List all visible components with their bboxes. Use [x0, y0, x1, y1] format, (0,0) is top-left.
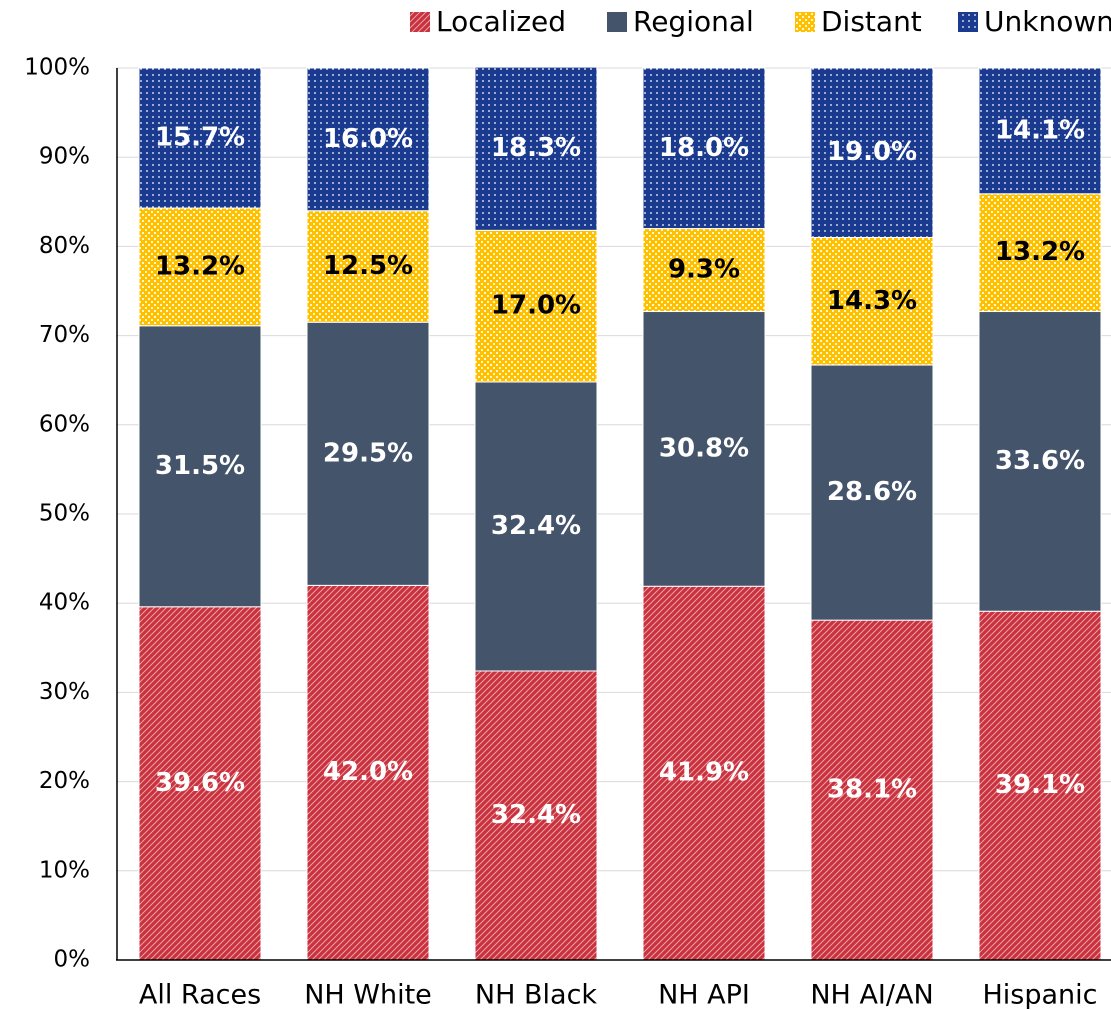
- bar-segment: [474, 66, 598, 231]
- data-label: 12.5%: [323, 251, 413, 281]
- y-tick-label: 10%: [39, 857, 90, 883]
- data-label: 38.1%: [827, 775, 917, 805]
- bar-segment: [306, 67, 430, 212]
- bar-segment: [138, 606, 262, 961]
- x-tick-label: NH White: [304, 980, 432, 1010]
- data-label: 15.7%: [155, 123, 245, 153]
- x-tick-label: NH AI/AN: [810, 980, 933, 1010]
- bar-segment: [474, 229, 598, 383]
- legend-swatch: [958, 12, 978, 32]
- x-tick-label: Hispanic: [982, 980, 1097, 1010]
- x-tick-label: NH Black: [475, 980, 597, 1010]
- y-tick-label: 0%: [54, 947, 91, 973]
- bar-segment: [810, 236, 934, 366]
- bar-segment: [138, 325, 262, 608]
- legend-swatch: [795, 12, 815, 32]
- data-label: 18.3%: [491, 133, 581, 163]
- y-tick-label: 40%: [39, 590, 90, 616]
- data-label: 19.0%: [827, 137, 917, 167]
- bar-segment: [474, 670, 598, 961]
- y-tick-label: 90%: [39, 144, 90, 170]
- y-tick-label: 70%: [39, 322, 90, 348]
- bar-segment: [306, 584, 430, 961]
- bar-segment: [306, 321, 430, 586]
- data-label: 29.5%: [323, 438, 413, 468]
- data-label: 30.8%: [659, 433, 749, 463]
- bar-segment: [978, 610, 1102, 961]
- bar-segment: [978, 311, 1102, 612]
- bar-segment: [474, 381, 598, 672]
- y-tick-label: 50%: [39, 501, 90, 527]
- data-label: 32.4%: [491, 800, 581, 830]
- data-label: 14.1%: [995, 115, 1085, 145]
- bar-segment: [642, 67, 766, 230]
- bar-segment: [642, 311, 766, 587]
- x-tick-label: NH API: [658, 980, 750, 1010]
- data-label: 14.3%: [827, 286, 917, 316]
- legend-label: Unknown: [984, 5, 1111, 38]
- data-label: 33.6%: [995, 446, 1085, 476]
- data-label: 17.0%: [491, 291, 581, 321]
- data-label: 18.0%: [659, 133, 749, 163]
- y-tick-label: 30%: [39, 679, 90, 705]
- bar-segment: [978, 193, 1102, 313]
- bar-segment: [642, 585, 766, 961]
- data-label: 13.2%: [155, 251, 245, 281]
- data-label: 41.9%: [659, 758, 749, 788]
- data-label: 39.6%: [155, 768, 245, 798]
- legend-label: Regional: [633, 5, 754, 38]
- data-label: 32.4%: [491, 511, 581, 541]
- bar-segment: [978, 67, 1102, 195]
- data-label: 28.6%: [827, 477, 917, 507]
- y-tick-label: 100%: [24, 55, 90, 81]
- data-label: 39.1%: [995, 770, 1085, 800]
- data-label: 13.2%: [995, 237, 1085, 267]
- data-label: 16.0%: [323, 124, 413, 154]
- y-tick-label: 20%: [39, 768, 90, 794]
- legend-swatch: [607, 12, 627, 32]
- bar-segment: [642, 228, 766, 313]
- data-label: 42.0%: [323, 757, 413, 787]
- bar-segment: [810, 619, 934, 961]
- bar-segment: [138, 67, 262, 209]
- x-tick-label: All Races: [139, 980, 261, 1010]
- bar-segment: [810, 67, 934, 238]
- bar-segment: [306, 210, 430, 323]
- bar-segment: [138, 207, 262, 327]
- legend-label: Localized: [436, 5, 566, 38]
- y-tick-label: 60%: [39, 411, 90, 437]
- data-label: 9.3%: [668, 255, 740, 285]
- y-tick-label: 80%: [39, 233, 90, 259]
- legend-label: Distant: [821, 5, 922, 38]
- data-label: 31.5%: [155, 451, 245, 481]
- legend-swatch: [410, 12, 430, 32]
- bar-segment: [810, 364, 934, 621]
